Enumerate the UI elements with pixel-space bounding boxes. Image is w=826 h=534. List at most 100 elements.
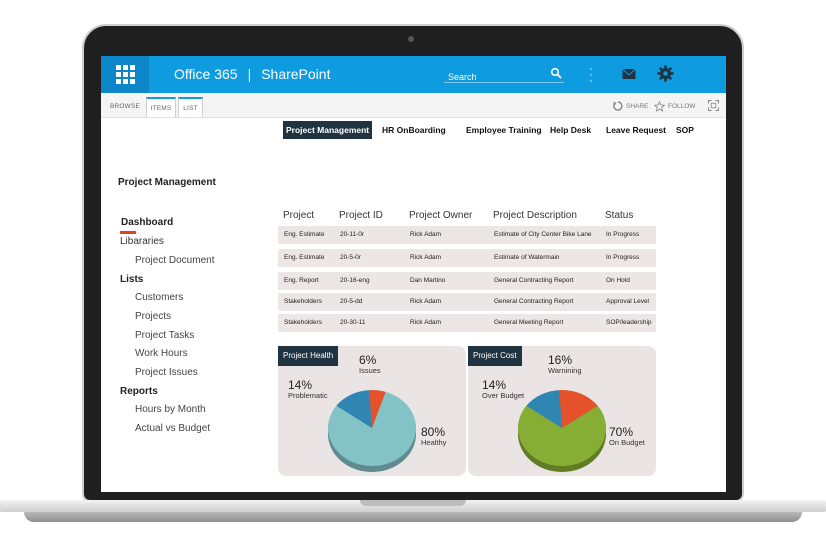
cell-project-owner: Rick Adam (410, 298, 442, 305)
quicklaunch-project-document[interactable]: Project Document (135, 255, 215, 266)
more-icon[interactable] (589, 67, 593, 83)
project-cost-panel: Project Cost 16% Warnining 14% Over Budget… (468, 346, 656, 476)
slice-label-value: 80% (421, 425, 446, 439)
tab-browse[interactable]: BROWSE (109, 103, 141, 110)
slice-label-name: Issues (359, 365, 381, 375)
gear-icon[interactable] (657, 65, 674, 82)
column-header-project[interactable]: Project (283, 210, 315, 221)
cell-project-description: Estimate of Watermain (494, 254, 560, 261)
cell-project-owner: Rick Adam (410, 231, 442, 238)
share-button[interactable]: SHARE (613, 101, 648, 111)
panel-title: Project Health (278, 346, 339, 366)
quicklaunch-reports[interactable]: Reports (120, 386, 158, 397)
follow-label: FOLLOW (668, 103, 696, 110)
pie-slice-on-budget[interactable] (518, 405, 606, 466)
pie-slice-healthy[interactable] (328, 391, 416, 466)
table-row[interactable]: Eng. Estimate 20-11-0r Rick Adam Estimat… (278, 226, 656, 244)
cell-project: Eng. Estimate (284, 254, 325, 261)
slice-label-name: Warnining (548, 365, 582, 375)
nav-help-desk[interactable]: Help Desk (550, 125, 592, 135)
mail-icon[interactable] (622, 68, 636, 80)
search-box (444, 67, 564, 83)
nav-sop[interactable]: SOP (676, 125, 694, 135)
search-input[interactable] (444, 71, 548, 83)
nav-hr-onboarding[interactable]: HR OnBoarding (382, 125, 446, 135)
slice-label-problematic: 14% Problematic (288, 379, 328, 399)
search-icon[interactable] (550, 67, 562, 79)
quicklaunch-projects[interactable]: Projects (135, 311, 172, 322)
focus-mode-icon[interactable] (708, 100, 719, 111)
suite-bar: Office 365 | SharePoint (101, 56, 726, 93)
quicklaunch-work-hours[interactable]: Work Hours (135, 348, 188, 359)
slice-label-warnining: 16% Warnining (548, 354, 582, 374)
nav-employee-training[interactable]: Employee Training (466, 125, 542, 135)
pie-slice-warnining[interactable] (559, 390, 598, 428)
sharepoint-screen: Office 365 | SharePoint BROWSE ITEMS LIST … (101, 56, 726, 492)
cell-status: Approval Level (606, 298, 649, 305)
slice-label-name: Problematic (288, 390, 328, 400)
nav-leave-request[interactable]: Leave Request (606, 125, 666, 135)
cell-project-id: 20-5-0r (340, 254, 361, 261)
quicklaunch-hours-by-month[interactable]: Hours by Month (135, 404, 206, 415)
cell-project-id: 20-30-11 (340, 319, 366, 326)
camera-icon (408, 36, 414, 42)
cell-project-description: General Meeting Report (494, 319, 564, 326)
brand-sharepoint[interactable]: SharePoint (261, 66, 331, 82)
pie-slice-over-budget[interactable] (526, 390, 562, 428)
brand-separator: | (247, 66, 252, 82)
quicklaunch-project-tasks[interactable]: Project Tasks (135, 330, 195, 341)
cell-project: Eng. Report (284, 277, 319, 284)
quicklaunch-customers[interactable]: Customers (135, 292, 184, 303)
pie-slice-issues[interactable] (369, 390, 386, 428)
slice-label-name: Healthy (421, 437, 447, 447)
slice-label-value: 70% (609, 425, 634, 439)
table-row[interactable]: Stakeholders 20-30-11 Rick Adam General … (278, 314, 656, 332)
pie-slice-problematic[interactable] (336, 390, 372, 428)
table-row[interactable]: Stakeholders 20-5-dd Rick Adam General C… (278, 293, 656, 311)
quicklaunch-project-issues[interactable]: Project Issues (135, 367, 198, 378)
column-header-project-id[interactable]: Project ID (339, 210, 383, 221)
project-cost-pie-chart[interactable] (468, 346, 656, 476)
cell-project: Eng. Estimate (284, 231, 325, 238)
slice-label-value: 16% (548, 353, 573, 367)
cell-project-description: Estimate of City Center Bike Lane (494, 231, 592, 238)
cell-project-owner: Rick Adam (410, 254, 442, 261)
share-label: SHARE (626, 102, 649, 110)
tab-list[interactable]: LIST (178, 97, 203, 117)
follow-button[interactable]: FOLLOW (654, 101, 695, 112)
table-row[interactable]: Eng. Estimate 20-5-0r Rick Adam Estimate… (278, 249, 656, 267)
active-indicator (120, 231, 136, 234)
project-health-pie-chart[interactable] (278, 346, 466, 476)
brand-office365: Office 365 (174, 66, 238, 82)
slice-label-on-budget: 70% On Budget (609, 426, 645, 446)
cell-project-description: General Contracting Report (494, 277, 574, 284)
star-icon (654, 101, 665, 112)
laptop-base (0, 500, 826, 526)
share-icon (613, 101, 623, 111)
quicklaunch-lists[interactable]: Lists (120, 274, 144, 285)
panel-title: Project Cost (468, 346, 522, 366)
ribbon: BROWSE ITEMS LIST SHARE FOLLOW (101, 93, 726, 118)
app-launcher-icon[interactable] (101, 56, 149, 93)
slice-label-value: 6% (359, 353, 377, 367)
table-row[interactable]: Eng. Report 20-16-eng Dan Martino Genera… (278, 272, 656, 290)
slice-label-name: On Budget (609, 437, 645, 447)
slice-label-name: Over Budget (482, 390, 525, 400)
cell-project-description: General Contracting Report (494, 298, 574, 305)
nav-project-management[interactable]: Project Management (283, 121, 373, 139)
column-header-project-description[interactable]: Project Description (493, 210, 577, 221)
column-header-status[interactable]: Status (605, 210, 634, 221)
cell-status: In Progress (606, 254, 640, 261)
cell-status: On Hold (606, 277, 630, 284)
slice-label-value: 14% (288, 378, 313, 392)
cell-status: In Progress (606, 231, 640, 238)
cell-project-id: 20-11-0r (340, 231, 365, 238)
quicklaunch-dashboard[interactable]: Dashboard (121, 217, 174, 228)
slice-label-over-budget: 14% Over Budget (482, 379, 524, 399)
column-header-project-owner[interactable]: Project Owner (409, 210, 473, 221)
quicklaunch-libraries[interactable]: Libararies (120, 236, 164, 247)
tab-items[interactable]: ITEMS (146, 97, 176, 117)
cell-project-id: 20-16-eng (340, 277, 370, 284)
cell-project-owner: Rick Adam (410, 319, 442, 326)
quicklaunch-actual-vs-budget[interactable]: Actual vs Budget (135, 423, 211, 434)
